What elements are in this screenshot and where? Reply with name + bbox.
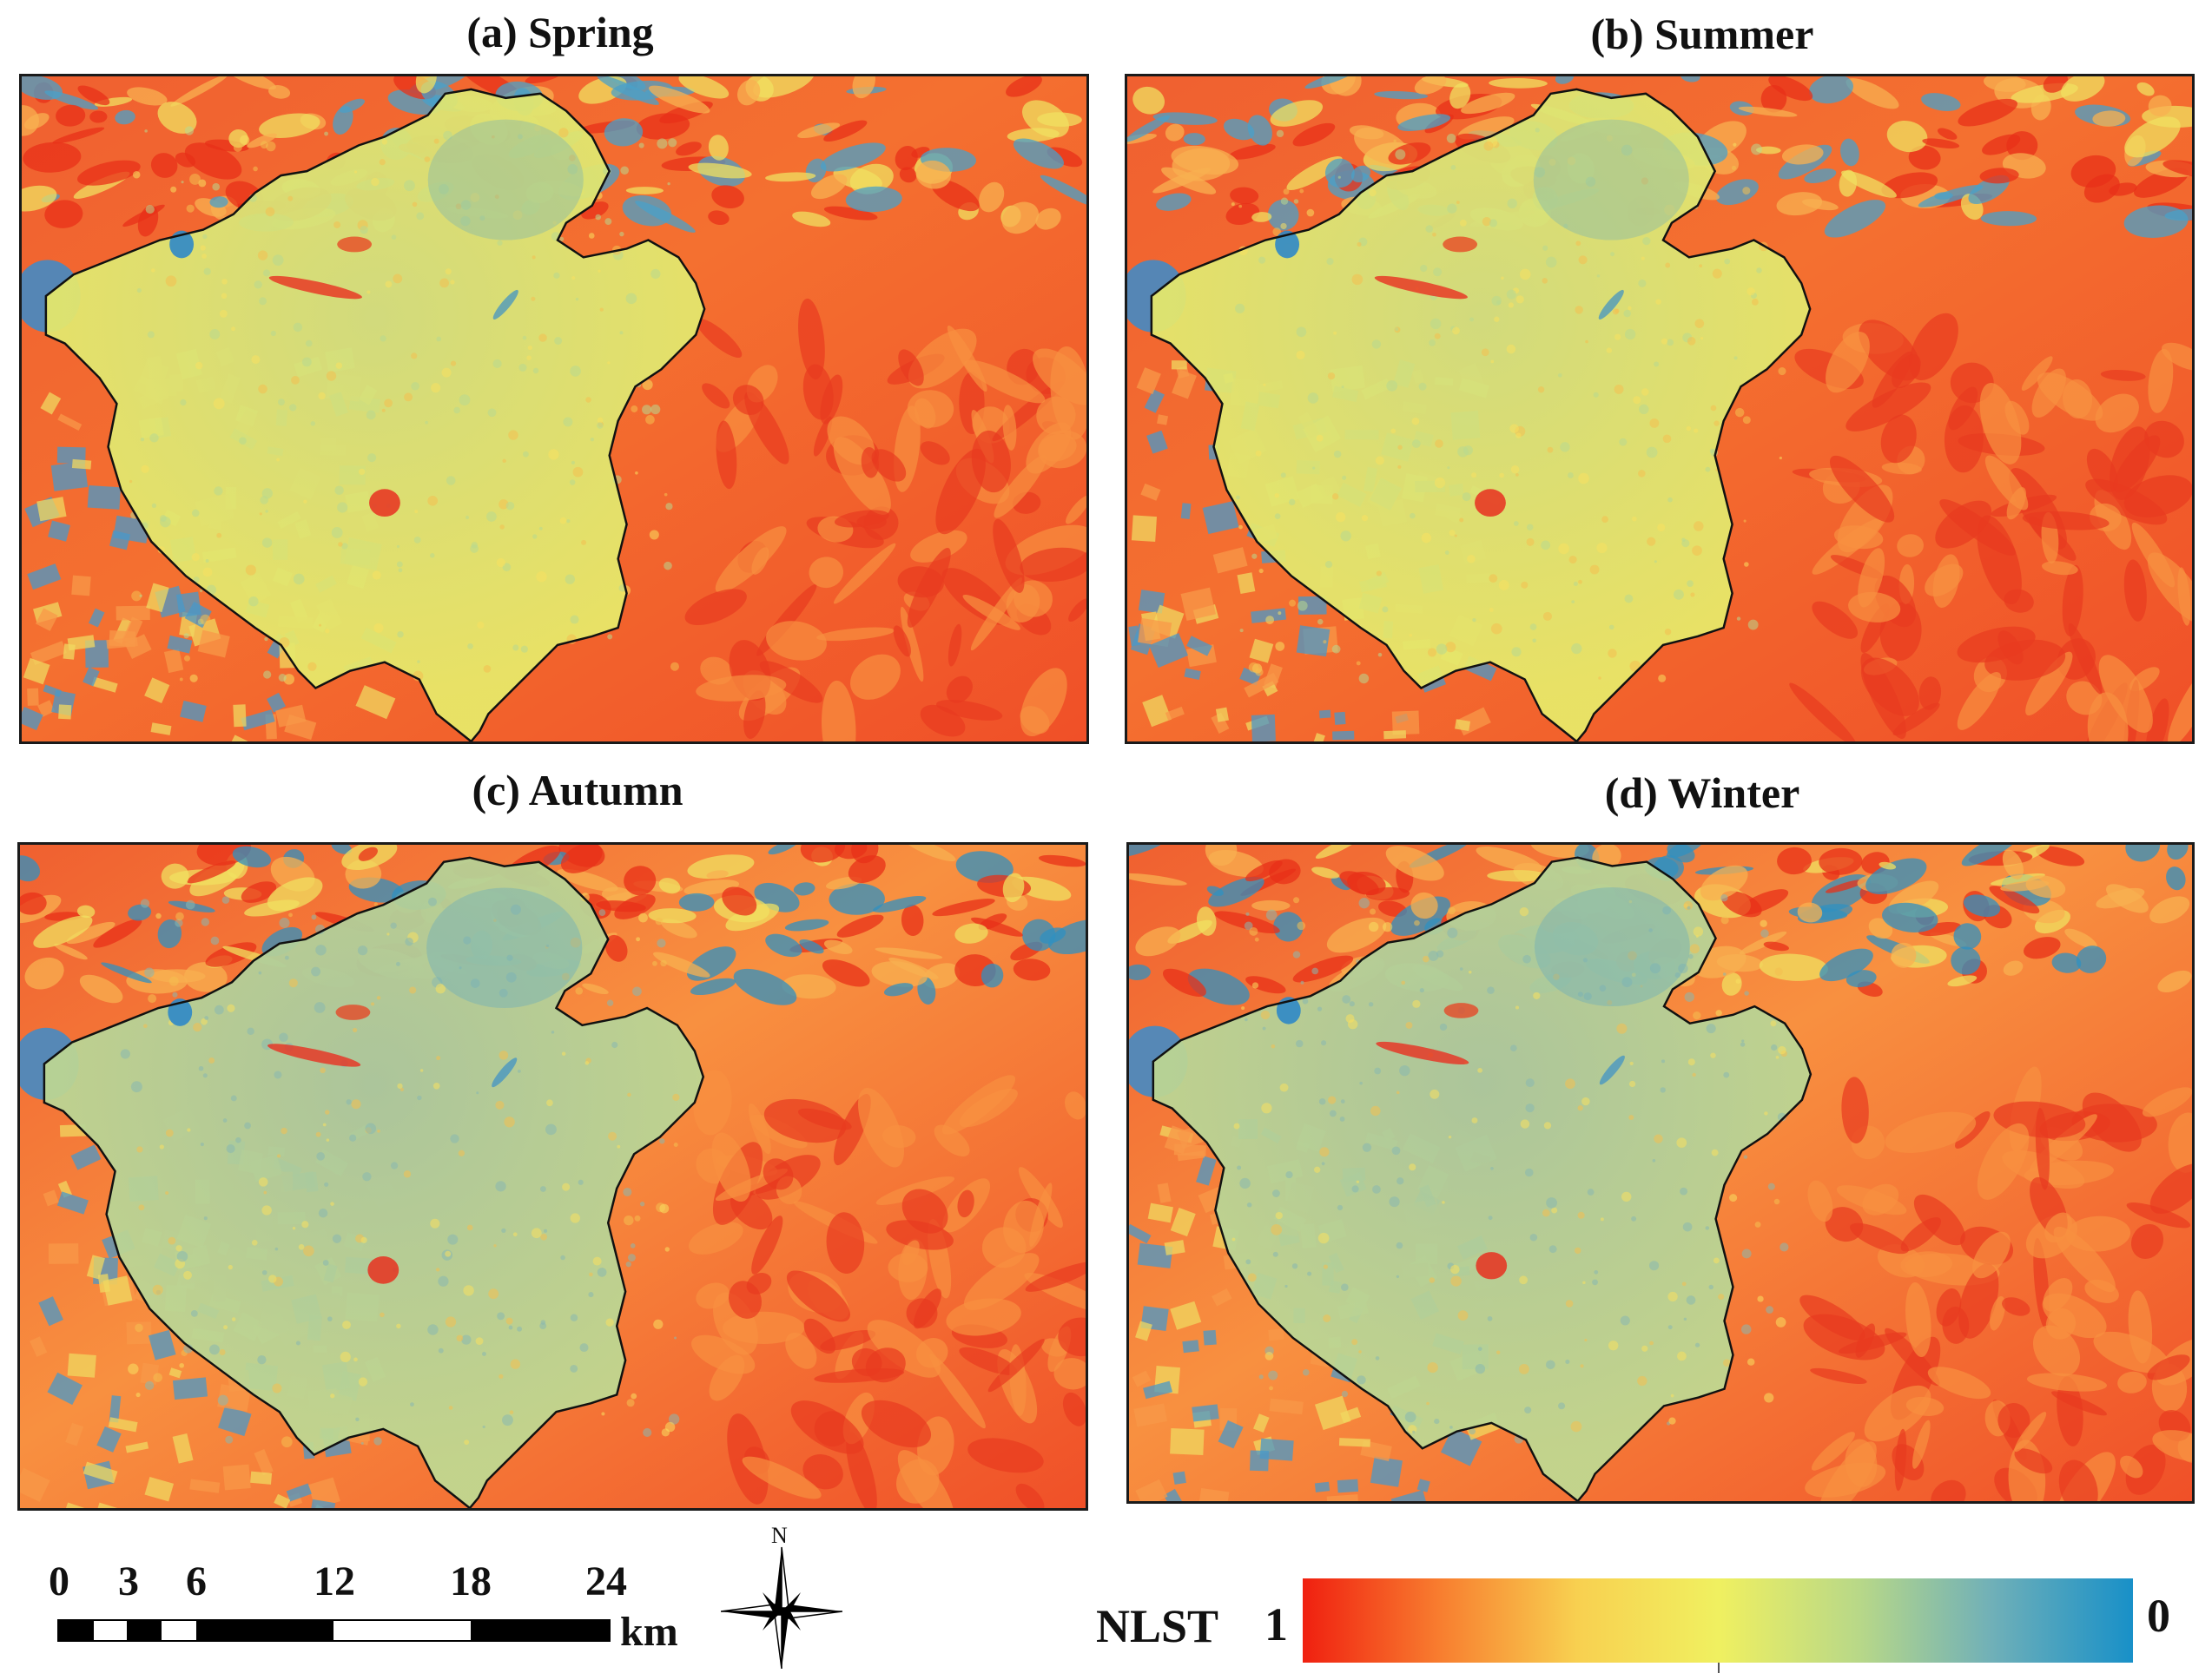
- panel-title-spring: (a) Spring: [466, 8, 654, 56]
- scale-tick-0: 0: [49, 1558, 69, 1604]
- scale-tick-18: 18: [450, 1558, 492, 1604]
- north-label: N: [771, 1523, 788, 1548]
- map-panel-spring: [19, 74, 1089, 744]
- scale-bar-graphic: [57, 1619, 611, 1642]
- map-panel-summer: [1125, 74, 2195, 744]
- legend-max-label: 1: [1264, 1598, 1288, 1650]
- compass-icon: [721, 1546, 842, 1669]
- map-winter: [1129, 845, 2192, 1501]
- legend-min-label: 0: [2147, 1590, 2170, 1642]
- scale-tick-3: 3: [118, 1558, 139, 1604]
- scale-unit: km: [620, 1609, 678, 1655]
- panel-title-summer: (b) Summer: [1590, 10, 1814, 58]
- legend-color-bar: [1303, 1578, 2133, 1663]
- map-panel-winter: [1126, 842, 2195, 1504]
- panel-title-winter: (d) Winter: [1604, 768, 1800, 817]
- scale-tick-6: 6: [186, 1558, 207, 1604]
- map-summer: [1127, 76, 2192, 741]
- north-arrow: N: [721, 1521, 842, 1669]
- legend-title: NLST: [1096, 1600, 1219, 1652]
- panel-title-autumn: (c) Autumn: [472, 766, 683, 814]
- map-spring: [22, 76, 1086, 741]
- map-panel-autumn: [17, 842, 1088, 1511]
- map-autumn: [20, 845, 1086, 1508]
- legend-mid-tick: [1718, 1663, 1720, 1673]
- scale-tick-24: 24: [585, 1558, 627, 1604]
- scale-tick-12: 12: [314, 1558, 355, 1604]
